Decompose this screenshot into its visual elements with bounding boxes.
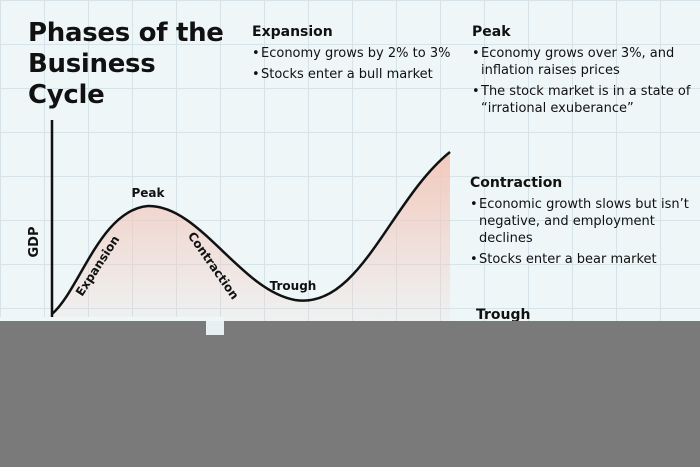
- curve-label-trough: Trough: [270, 279, 317, 293]
- curve-label-peak: Peak: [131, 186, 165, 200]
- peak-bullet: Economy grows over 3%, and inflation rai…: [472, 45, 692, 79]
- expansion-heading: Expansion: [252, 24, 333, 40]
- business-cycle-curve: [51, 151, 451, 315]
- peak-section: Peak Economy grows over 3%, and inflatio…: [472, 24, 692, 121]
- gray-overlay-block: [0, 321, 700, 467]
- contraction-bullet: Stocks enter a bear market: [470, 251, 695, 268]
- contraction-heading: Contraction: [470, 175, 563, 191]
- contraction-bullet: Economic growth slows but isn’t negative…: [470, 196, 695, 247]
- y-axis-label: GDP: [27, 227, 42, 258]
- expansion-bullet: Stocks enter a bull market: [252, 66, 457, 83]
- peak-heading: Peak: [472, 24, 511, 40]
- overlay-fragment: [206, 321, 224, 335]
- contraction-section: Contraction Economic growth slows but is…: [470, 175, 695, 272]
- curve-label-contraction: Contraction: [185, 229, 242, 302]
- curve-area-fill: [52, 152, 450, 330]
- expansion-section: Expansion Economy grows by 2% to 3% Stoc…: [252, 24, 457, 87]
- overlay-edge: [0, 317, 224, 321]
- curve-label-expansion: Expansion: [73, 233, 122, 299]
- peak-bullets: Economy grows over 3%, and inflation rai…: [472, 45, 692, 117]
- trough-heading: Trough: [476, 307, 531, 323]
- peak-bullet: The stock market is in a state of “irrat…: [472, 83, 692, 117]
- page-title: Phases of the Business Cycle: [28, 18, 224, 110]
- trough-section: Trough: [476, 307, 676, 328]
- expansion-bullets: Economy grows by 2% to 3% Stocks enter a…: [252, 45, 457, 83]
- contraction-bullets: Economic growth slows but isn’t negative…: [470, 196, 695, 268]
- expansion-bullet: Economy grows by 2% to 3%: [252, 45, 457, 62]
